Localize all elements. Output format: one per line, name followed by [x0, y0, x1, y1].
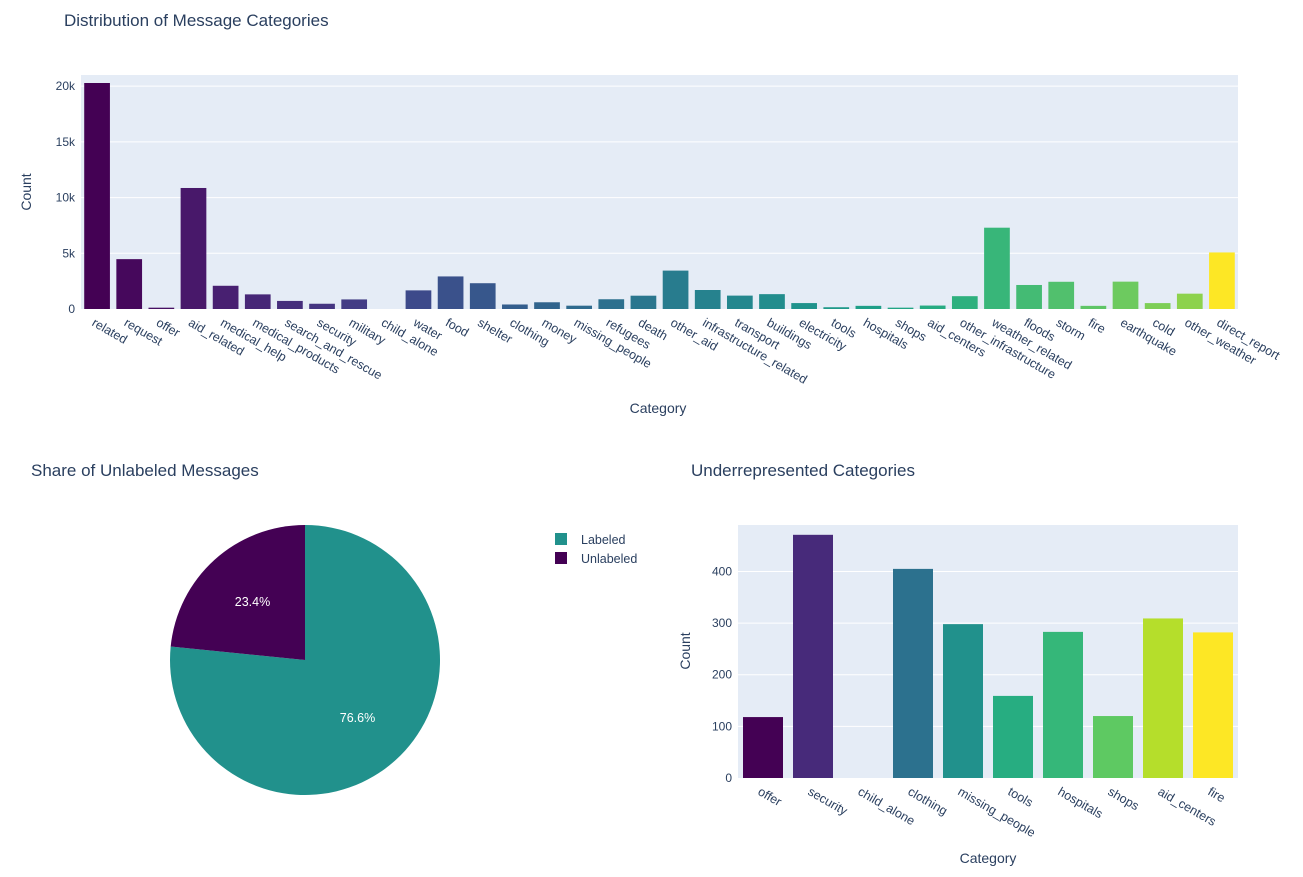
bar-medical_products[interactable] [244, 294, 271, 309]
y-tick-label: 10k [56, 191, 76, 205]
x-tick-label: related [90, 315, 130, 346]
bar-water[interactable] [405, 290, 432, 309]
bar-hospitals[interactable] [855, 305, 882, 309]
y-tick-label: 400 [712, 564, 732, 578]
x-tick-label: food [443, 315, 471, 339]
bar-aid_centers[interactable] [1143, 618, 1183, 778]
chart2-title: Share of Unlabeled Messages [31, 461, 259, 480]
bar-other_aid[interactable] [662, 270, 689, 309]
chart3-title: Underrepresented Categories [691, 461, 915, 480]
bar-shops[interactable] [887, 307, 914, 309]
bar-tools[interactable] [823, 307, 850, 309]
x-tick-label: hospitals [1056, 784, 1106, 821]
category-distribution-chart: Distribution of Message Categories 0 5k 10… [18, 11, 1283, 416]
pie-slice-label: 23.4% [235, 595, 270, 609]
bar-shops[interactable] [1093, 716, 1133, 778]
y-tick-label: 5k [62, 246, 76, 260]
bar-fire[interactable] [1080, 305, 1107, 309]
pie-slice-labeled[interactable] [169, 525, 440, 795]
bar-other_infrastructure[interactable] [951, 296, 978, 309]
x-tick-label: offer [756, 784, 784, 809]
bar-electricity[interactable] [791, 303, 817, 309]
chart1-y-axis-title: Count [18, 173, 34, 210]
y-tick-label: 20k [56, 79, 76, 93]
y-tick-label: 0 [725, 771, 732, 785]
chart3-x-axis-title: Category [960, 850, 1017, 866]
y-tick-label: 100 [712, 719, 732, 733]
bar-related[interactable] [84, 83, 110, 309]
bar-shelter[interactable] [469, 283, 496, 309]
bar-food[interactable] [437, 276, 464, 309]
bar-weather_related[interactable] [984, 227, 1010, 309]
chart3-y-axis-title: Count [677, 632, 693, 669]
bar-cold[interactable] [1144, 303, 1171, 309]
bar-aid_related[interactable] [180, 187, 207, 309]
chart2-legend[interactable]: Labeled Unlabeled [555, 533, 637, 566]
chart1-x-axis-title: Category [630, 400, 687, 416]
bar-transport[interactable] [726, 295, 753, 309]
bar-buildings[interactable] [759, 294, 785, 309]
bar-aid_centers[interactable] [919, 305, 946, 309]
x-tick-label: fire [1206, 784, 1228, 805]
chart1-gridlines [81, 85, 1238, 254]
unlabeled-share-chart: Share of Unlabeled Messages 76.6% 23.4% L… [31, 461, 637, 795]
bar-clothing[interactable] [893, 568, 933, 778]
bar-death[interactable] [630, 295, 657, 309]
chart3-bars[interactable] [743, 534, 1233, 778]
chart1-y-ticks: 0 5k 10k 15k 20k [56, 79, 76, 316]
bar-earthquake[interactable] [1112, 281, 1139, 309]
x-tick-label: tools [1006, 784, 1036, 809]
bar-refugees[interactable] [598, 299, 625, 309]
chart3-y-ticks: 0 100 200 300 400 [712, 564, 732, 785]
y-tick-label: 0 [68, 302, 75, 316]
bar-storm[interactable] [1048, 281, 1075, 309]
x-tick-label: fire [1086, 315, 1108, 336]
bar-security[interactable] [793, 534, 833, 778]
bar-other_weather[interactable] [1176, 293, 1203, 309]
bar-direct_report[interactable] [1209, 252, 1235, 309]
bar-medical_help[interactable] [212, 285, 239, 309]
legend-swatch [555, 533, 567, 545]
bar-missing_people[interactable] [943, 624, 983, 778]
bar-military[interactable] [341, 299, 368, 309]
legend-label[interactable]: Unlabeled [581, 552, 637, 566]
x-tick-label: security [806, 784, 851, 818]
bar-clothing[interactable] [502, 304, 528, 309]
y-tick-label: 15k [56, 135, 76, 149]
underrepresented-chart: Underrepresented Categories 0 100 200 300 40… [677, 461, 1238, 866]
chart1-plot-area [81, 75, 1238, 309]
legend-swatch [555, 552, 567, 564]
bar-floods[interactable] [1016, 284, 1042, 309]
x-tick-label: storm [1054, 315, 1088, 343]
legend-label[interactable]: Labeled [581, 533, 626, 547]
bar-offer[interactable] [148, 307, 175, 309]
pie-slice-label: 76.6% [340, 711, 375, 725]
chart1-bars[interactable] [84, 83, 1235, 309]
x-tick-label: shelter [475, 315, 515, 346]
bar-missing_people[interactable] [566, 305, 593, 309]
chart1-title: Distribution of Message Categories [64, 11, 329, 30]
chart2-pie[interactable]: 76.6% 23.4% [169, 525, 440, 795]
y-tick-label: 300 [712, 616, 732, 630]
bar-money[interactable] [534, 302, 560, 309]
bar-security[interactable] [309, 303, 335, 309]
x-tick-label: shops [1106, 784, 1142, 813]
bar-infrastructure_related[interactable] [694, 290, 721, 309]
bar-fire[interactable] [1193, 632, 1233, 778]
bar-offer[interactable] [743, 717, 783, 778]
bar-request[interactable] [116, 259, 143, 309]
y-tick-label: 200 [712, 668, 732, 682]
pie-slice-unlabeled[interactable] [170, 525, 305, 660]
bar-hospitals[interactable] [1043, 631, 1083, 778]
bar-search_and_rescue[interactable] [277, 300, 303, 309]
bar-tools[interactable] [993, 695, 1033, 778]
